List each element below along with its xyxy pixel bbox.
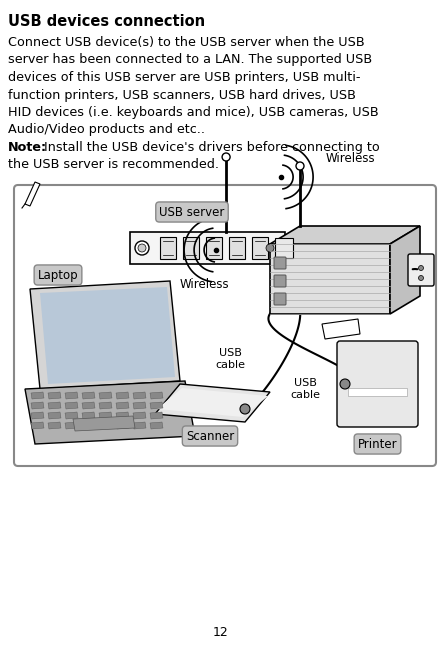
Polygon shape	[99, 422, 112, 429]
Polygon shape	[48, 402, 61, 409]
Circle shape	[419, 275, 424, 281]
Circle shape	[266, 244, 274, 252]
Polygon shape	[270, 226, 420, 244]
Circle shape	[340, 379, 350, 389]
FancyBboxPatch shape	[274, 293, 286, 305]
Text: Audio/Video products and etc..: Audio/Video products and etc..	[8, 124, 205, 137]
Text: Connect USB device(s) to the USB server when the USB: Connect USB device(s) to the USB server …	[8, 36, 365, 49]
Circle shape	[222, 153, 230, 161]
Polygon shape	[116, 412, 129, 419]
Polygon shape	[31, 412, 44, 419]
Text: USB
cable: USB cable	[215, 348, 245, 370]
Polygon shape	[116, 392, 129, 399]
Polygon shape	[116, 422, 129, 429]
Polygon shape	[73, 416, 135, 431]
Polygon shape	[31, 402, 44, 409]
Circle shape	[135, 241, 149, 255]
Polygon shape	[82, 422, 95, 429]
Polygon shape	[116, 402, 129, 409]
Polygon shape	[322, 319, 360, 339]
Polygon shape	[65, 392, 78, 399]
Polygon shape	[82, 412, 95, 419]
Polygon shape	[99, 392, 112, 399]
Circle shape	[296, 162, 304, 170]
Polygon shape	[65, 402, 78, 409]
FancyBboxPatch shape	[274, 275, 286, 287]
Polygon shape	[133, 422, 146, 429]
FancyBboxPatch shape	[160, 237, 176, 259]
Polygon shape	[155, 384, 270, 422]
Text: Install the USB device's drivers before connecting to: Install the USB device's drivers before …	[40, 141, 380, 154]
Text: devices of this USB server are USB printers, USB multi-: devices of this USB server are USB print…	[8, 71, 361, 84]
FancyBboxPatch shape	[337, 341, 418, 427]
Text: function printers, USB scanners, USB hard drives, USB: function printers, USB scanners, USB har…	[8, 88, 356, 101]
Polygon shape	[82, 392, 95, 399]
FancyBboxPatch shape	[206, 237, 222, 259]
FancyBboxPatch shape	[130, 232, 285, 264]
Polygon shape	[48, 392, 61, 399]
Circle shape	[138, 244, 146, 252]
Polygon shape	[25, 182, 40, 206]
Polygon shape	[82, 402, 95, 409]
FancyBboxPatch shape	[274, 257, 286, 269]
Text: HID devices (i.e. keyboards and mice), USB cameras, USB: HID devices (i.e. keyboards and mice), U…	[8, 106, 379, 119]
Text: the USB server is recommended.: the USB server is recommended.	[8, 158, 219, 171]
Text: Scanner: Scanner	[186, 430, 234, 443]
FancyBboxPatch shape	[14, 185, 436, 466]
FancyBboxPatch shape	[183, 237, 199, 259]
Text: Wireless: Wireless	[326, 152, 376, 165]
Circle shape	[419, 266, 424, 271]
Text: USB devices connection: USB devices connection	[8, 14, 205, 29]
Polygon shape	[133, 402, 146, 409]
Text: Printer: Printer	[358, 438, 397, 451]
FancyBboxPatch shape	[408, 254, 434, 286]
Polygon shape	[157, 388, 268, 417]
Polygon shape	[48, 422, 61, 429]
Text: server has been connected to a LAN. The supported USB: server has been connected to a LAN. The …	[8, 54, 372, 67]
Polygon shape	[31, 422, 44, 429]
FancyBboxPatch shape	[348, 388, 407, 396]
Polygon shape	[65, 422, 78, 429]
Polygon shape	[30, 281, 180, 389]
Polygon shape	[99, 402, 112, 409]
Polygon shape	[31, 392, 44, 399]
Polygon shape	[150, 392, 163, 399]
Polygon shape	[150, 412, 163, 419]
Polygon shape	[25, 381, 195, 444]
Circle shape	[240, 404, 250, 414]
Polygon shape	[40, 287, 175, 384]
Polygon shape	[65, 412, 78, 419]
Polygon shape	[99, 412, 112, 419]
Text: 12: 12	[213, 626, 229, 639]
Text: Note:: Note:	[8, 141, 47, 154]
Text: Wireless: Wireless	[179, 278, 229, 291]
Polygon shape	[150, 422, 163, 429]
Polygon shape	[150, 402, 163, 409]
Text: Laptop: Laptop	[38, 269, 78, 281]
Text: USB
cable: USB cable	[290, 378, 320, 400]
Text: USB server: USB server	[159, 205, 225, 218]
Polygon shape	[133, 392, 146, 399]
Polygon shape	[133, 412, 146, 419]
FancyBboxPatch shape	[229, 237, 245, 259]
FancyBboxPatch shape	[252, 237, 268, 259]
FancyBboxPatch shape	[275, 238, 293, 258]
Polygon shape	[390, 226, 420, 314]
Polygon shape	[48, 412, 61, 419]
FancyBboxPatch shape	[270, 244, 390, 314]
